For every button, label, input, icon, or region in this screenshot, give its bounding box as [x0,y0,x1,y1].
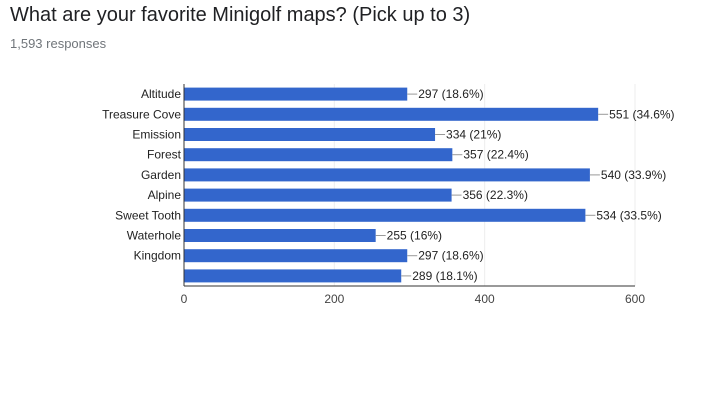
data-label: 356 (22.3%) [463,188,528,202]
response-count: 1,593 responses [10,36,107,51]
data-label: 297 (18.6%) [418,249,483,263]
x-tick-label: 400 [475,292,495,306]
data-label: 289 (18.1%) [412,269,477,283]
category-label: Alpine [148,188,182,202]
bar [184,249,408,263]
category-label: Garden [141,168,181,182]
x-tick-label: 0 [181,292,188,306]
bar [184,128,436,141]
chart-title: What are your favorite Minigolf maps? (P… [10,4,471,26]
category-label: Emission [132,128,181,142]
bar [184,87,408,101]
category-label: Treasure Cove [102,107,181,121]
x-tick-label: 600 [625,292,645,306]
bar [184,269,402,283]
category-label: Sweet Tooth [115,208,181,222]
bar [184,208,586,222]
bar [184,107,599,121]
data-label: 297 (18.6%) [418,87,483,101]
data-label: 540 (33.9%) [601,168,666,182]
category-label: Altitude [141,87,181,101]
data-label: 357 (22.4%) [463,148,528,162]
bar [184,188,452,202]
category-label: Waterhole [127,229,182,243]
data-label: 255 (16%) [387,229,442,243]
category-label: Forest [147,148,182,162]
data-label: 551 (34.6%) [609,107,674,121]
data-label: 334 (21%) [446,128,501,142]
category-label: Kingdom [134,249,181,263]
bar [184,168,590,182]
data-label: 534 (33.5%) [596,208,661,222]
x-tick-label: 200 [324,292,344,306]
bar [184,148,453,162]
bar [184,229,376,242]
